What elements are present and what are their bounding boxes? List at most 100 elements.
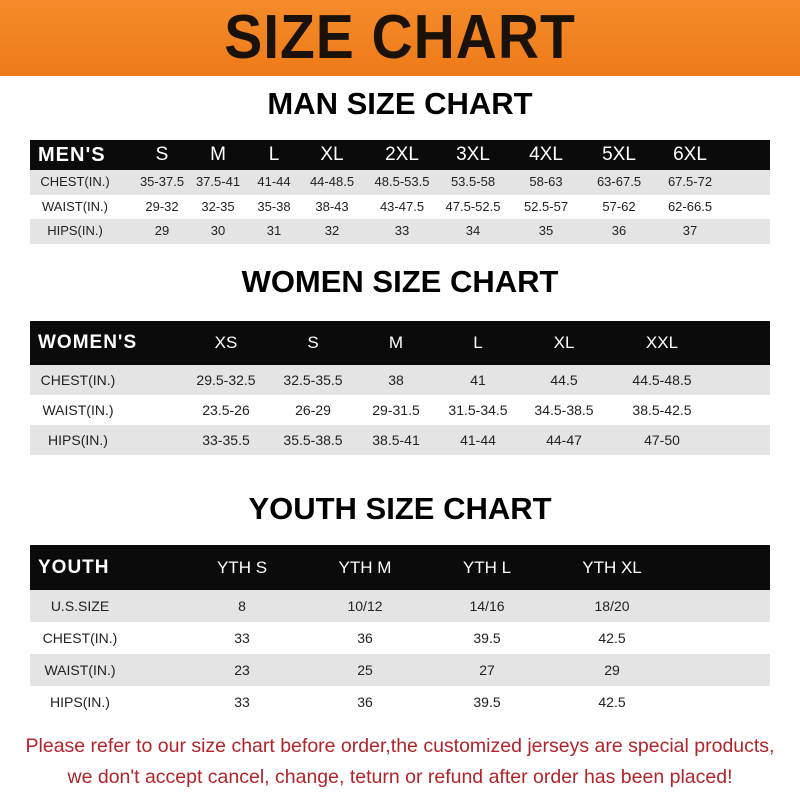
measurement-value: 31.5-34.5 [448,402,508,418]
measurement-value: 32 [324,223,340,238]
size-column-header: 2XL [385,144,419,165]
size-column-header: 3XL [456,144,490,165]
measurement-value: 35.5-38.5 [283,432,343,448]
measurement-value: 31 [266,223,282,238]
measurement-label: CHEST(IN.) [40,372,116,388]
measurement-value: 42.5 [598,630,626,646]
measurement-value: 38.5-42.5 [632,402,692,418]
size-column-header: YTH L [462,558,512,577]
banner: SIZE CHART [0,0,800,76]
table-row: HIPS(IN.) 33-35.5 35.5-38.5 38.5-41 41-44 44-… [30,425,770,455]
size-column-header: XXL [645,333,679,352]
measurement-value: 26-29 [295,402,331,418]
measurement-value: 41 [470,372,486,388]
measurement-value: 52.5-57 [523,198,569,214]
measurement-value: 10/12 [347,598,383,614]
size-column-header: YTH S [216,558,268,577]
size-column-header: XS [214,333,238,352]
women-header-row: WOMEN'S XS S M L XL XXL [30,321,770,365]
measurement-value: 23 [234,662,250,678]
youth-header-label: YOUTH [38,557,110,578]
measurement-value: 37 [682,223,698,238]
size-column-header: 5XL [602,144,636,165]
table-row: WAIST(IN.) 29-32 32-35 35-38 38-43 43-47.5 47.… [30,194,770,219]
measurement-value: 34 [465,223,481,238]
table-row: WAIST(IN.) 23 25 27 29 [30,654,770,686]
table-row: CHEST(IN.) 35-37.5 37.5-41 41-44 44-48.5 48.5… [30,170,770,195]
table-row: CHEST(IN.) 29.5-32.5 32.5-35.5 38 41 44.5 44.5… [30,365,770,395]
table-row: HIPS(IN.) 29 30 31 32 33 34 35 36 37 [30,219,770,244]
measurement-value: 23.5-26 [202,402,250,418]
measurement-value: 41-44 [257,174,291,189]
measurement-value: 44-48.5 [309,174,355,189]
measurement-value: 30 [210,223,226,238]
size-column-header: 6XL [673,144,707,165]
men-section-title: MAN SIZE CHART [267,86,533,121]
women-header-label: WOMEN'S [38,332,138,353]
footer-note-line-2: we don't accept cancel, change, teturn o… [67,766,733,788]
measurement-label: U.S.SIZE [50,598,110,614]
size-column-header: L [473,333,483,352]
size-column-header: S [155,144,169,165]
measurement-value: 33 [234,694,250,710]
measurement-label: CHEST(IN.) [42,630,118,646]
size-column-header: YTH XL [582,558,642,577]
measurement-value: 8 [238,598,246,614]
measurement-value: 33 [234,630,250,646]
banner-title: SIZE CHART [224,3,576,72]
measurement-value: 39.5 [473,694,501,710]
size-column-header: L [268,144,280,165]
measurement-value: 32.5-35.5 [283,372,343,388]
table-row: WAIST(IN.) 23.5-26 26-29 29-31.5 31.5-34.5 34… [30,395,770,425]
table-row: CHEST(IN.) 33 36 39.5 42.5 [30,622,770,654]
table-row: HIPS(IN.) 33 36 39.5 42.5 [30,686,770,718]
measurement-value: 36 [357,694,373,710]
measurement-value: 38-43 [315,198,349,214]
measurement-value: 44.5 [550,372,578,388]
footer-note-line-1: Please refer to our size chart before or… [25,735,775,757]
measurement-value: 47.5-52.5 [445,198,501,214]
measurement-value: 35-37.5 [139,174,185,189]
size-column-header: M [388,333,404,352]
measurement-label: HIPS(IN.) [47,223,103,238]
size-column-header: M [210,144,226,165]
measurement-value: 62-66.5 [667,198,713,214]
measurement-value: 39.5 [473,630,501,646]
measurement-value: 35 [538,223,554,238]
size-column-header: YTH M [338,558,392,577]
table-row: U.S.SIZE 8 10/12 14/16 18/20 [30,590,770,622]
men-header-row: MEN'S S M L XL 2XL 3XL 4XL 5XL 6XL [30,140,770,170]
youth-header-row: YOUTH YTH S YTH M YTH L YTH XL [30,545,770,590]
measurement-value: 41-44 [460,432,496,448]
measurement-value: 14/16 [469,598,505,614]
measurement-value: 25 [357,662,373,678]
measurement-label: WAIST(IN.) [44,662,116,678]
measurement-value: 57-62 [602,198,636,214]
measurement-value: 58-63 [529,174,563,189]
measurement-value: 53.5-58 [450,174,496,189]
women-size-table: WOMEN'S XS S M L XL XXL CHEST(IN.) 29.5-32.5 32.5… [30,321,770,455]
measurement-value: 34.5-38.5 [534,402,594,418]
measurement-value: 36 [611,223,627,238]
size-column-header: S [307,333,319,352]
measurement-value: 29.5-32.5 [196,372,256,388]
measurement-value: 29-32 [145,198,179,214]
measurement-label: WAIST(IN.) [42,198,108,214]
men-size-table: MEN'S S M L XL 2XL 3XL 4XL 5XL 6XL CHEST(IN.) 35-37… [30,140,770,244]
men-header-label: MEN'S [38,144,106,166]
measurement-label: WAIST(IN.) [42,402,114,418]
measurement-value: 36 [357,630,373,646]
measurement-value: 44-47 [546,432,582,448]
measurement-value: 42.5 [598,694,626,710]
women-section-title: WOMEN SIZE CHART [241,264,559,299]
measurement-value: 63-67.5 [596,174,642,189]
measurement-value: 29-31.5 [372,402,420,418]
measurement-value: 67.5-72 [667,174,713,189]
measurement-value: 33 [394,223,410,238]
measurement-value: 44.5-48.5 [632,372,692,388]
measurement-value: 18/20 [594,598,630,614]
measurement-value: 47-50 [644,432,680,448]
measurement-value: 38 [388,372,404,388]
measurement-value: 27 [479,662,495,678]
measurement-value: 29 [154,223,170,238]
